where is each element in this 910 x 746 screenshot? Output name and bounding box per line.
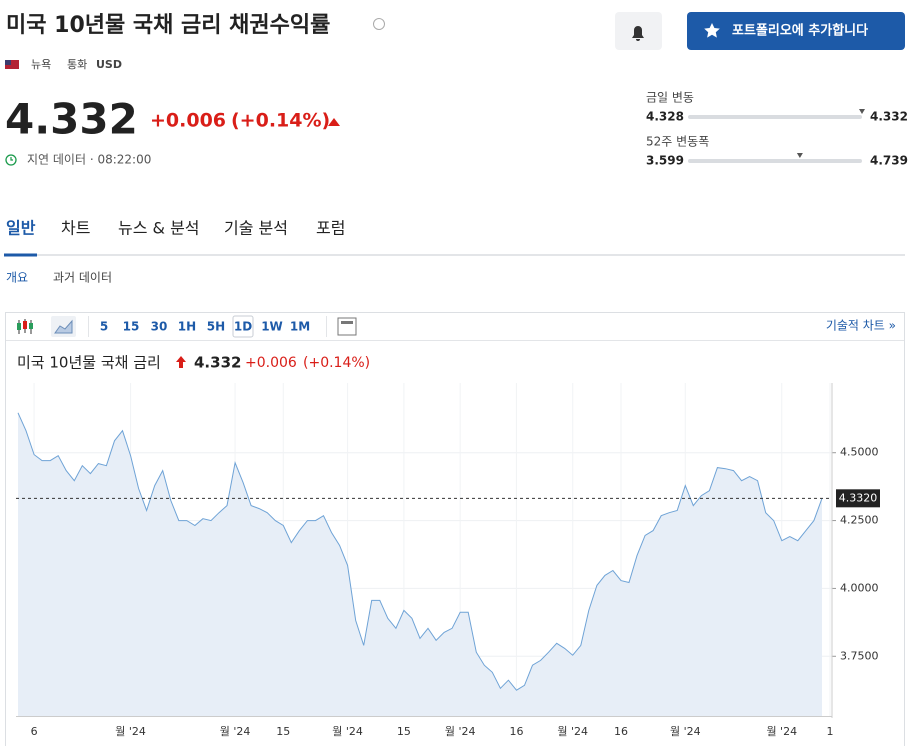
active-interval [232,315,254,338]
x-tick-label: 월 '24 [115,725,146,738]
tab[interactable]: 일반 [6,219,36,238]
interval[interactable]: 15 [123,320,140,334]
x-tick-label: 월 '24 [220,725,251,738]
area-icon [54,319,73,334]
calendar-bar [341,321,353,324]
x-tick-label: 15 [397,725,411,738]
interval[interactable]: 5 [100,320,108,334]
area [18,412,822,716]
interval[interactable]: 30 [151,320,168,334]
flag [5,60,19,69]
x-tick-label: 월 '24 [670,725,701,738]
line [17,412,823,691]
x-tick-label: 6 [31,725,38,738]
interval[interactable]: 1M [290,320,310,334]
tab[interactable]: 기술 분석 [224,219,288,238]
tab[interactable]: 포럼 [316,219,345,238]
intervals: 5 15 30 1H 5H 1D 1W 1M [100,315,310,338]
chart-change: +0.006 [245,355,297,371]
clock-icon [5,154,17,166]
interval[interactable]: 5H [207,320,225,334]
x-tick-label: 1 [827,725,834,738]
range-label: 52주 변동폭 [646,135,709,149]
y-tick-label: 4.5000 [840,446,879,459]
range-high: 4.739 [870,154,908,168]
subtabs: 개요 과거 데이터 [6,271,112,285]
range-high: 4.332 [870,110,908,124]
y-tick-label: 3.7500 [840,649,879,662]
range-label: 금일 변동 [646,91,694,105]
price-change: +0.006 [150,110,226,132]
range-bar [688,159,862,163]
clock-hand [10,157,13,161]
currency: USD [96,58,122,71]
price: 4.332 [5,95,138,144]
tab[interactable]: 뉴스 & 분석 [118,219,200,238]
bell-icon [632,26,644,41]
chart-last: 4.332 [194,354,241,372]
ranges: 금일 변동 4.328 4.332 52주 변동폭 3.599 4.739 [646,91,908,168]
page-title: 미국 10년물 국채 금리 채권수익률 [6,13,330,38]
delay-note: 지연 데이터 · 08:22:00 [27,153,151,167]
info-icon[interactable] [373,18,385,30]
price-change-pct: (+0.14%) [231,110,330,132]
range-bar [688,115,862,119]
interval[interactable]: 1D [234,320,252,334]
reference-label: 4.3320 [839,491,878,504]
tab[interactable]: 차트 [61,219,90,238]
range-low: 4.328 [646,110,684,124]
y-tick-label: 4.2500 [840,514,879,527]
chart-change-pct: (+0.14%) [303,355,370,371]
y-tick-label: 4.0000 [840,581,879,594]
interval[interactable]: 1H [178,320,196,334]
candle-icon[interactable] [17,319,33,334]
x-tick-label: 월 '24 [445,725,476,738]
up-arrow [328,118,340,126]
interval[interactable]: 1W [261,320,283,334]
exchange: 뉴욕 [31,58,51,71]
chart-title: 미국 10년물 국채 금리 [17,354,161,372]
subtab[interactable]: 개요 [6,271,28,285]
x-tick-label: 16 [614,725,628,738]
x-tick-label: 월 '24 [332,725,363,738]
calendar-icon[interactable] [337,317,357,336]
star-icon [704,23,720,38]
currency-label: 통화 [67,58,87,71]
technical-chart-link[interactable]: 기술적 차트 » [826,319,896,333]
range-low: 3.599 [646,154,684,168]
subtab[interactable]: 과거 데이터 [53,271,112,285]
x-tick-label: 16 [509,725,523,738]
chart-up-arrow [176,356,186,368]
x-tick-label: 월 '24 [766,725,797,738]
portfolio-button[interactable] [687,12,905,50]
range-marker [859,109,865,114]
portfolio-button-label: 포트폴리오에 추가합니다 [732,23,868,39]
x-tick-label: 15 [276,725,290,738]
range-marker [796,153,803,158]
tabs: 일반 차트 뉴스 & 분석 기술 분석 포럼 [6,219,345,238]
x-tick-label: 월 '24 [557,725,588,738]
flag-canton [5,60,11,65]
reference-badge [836,489,880,508]
plot: 6 월 '24 월 '24 15 월 '24 15 월 '24 16 월 '24 16 월 '24 월… [16,383,880,738]
